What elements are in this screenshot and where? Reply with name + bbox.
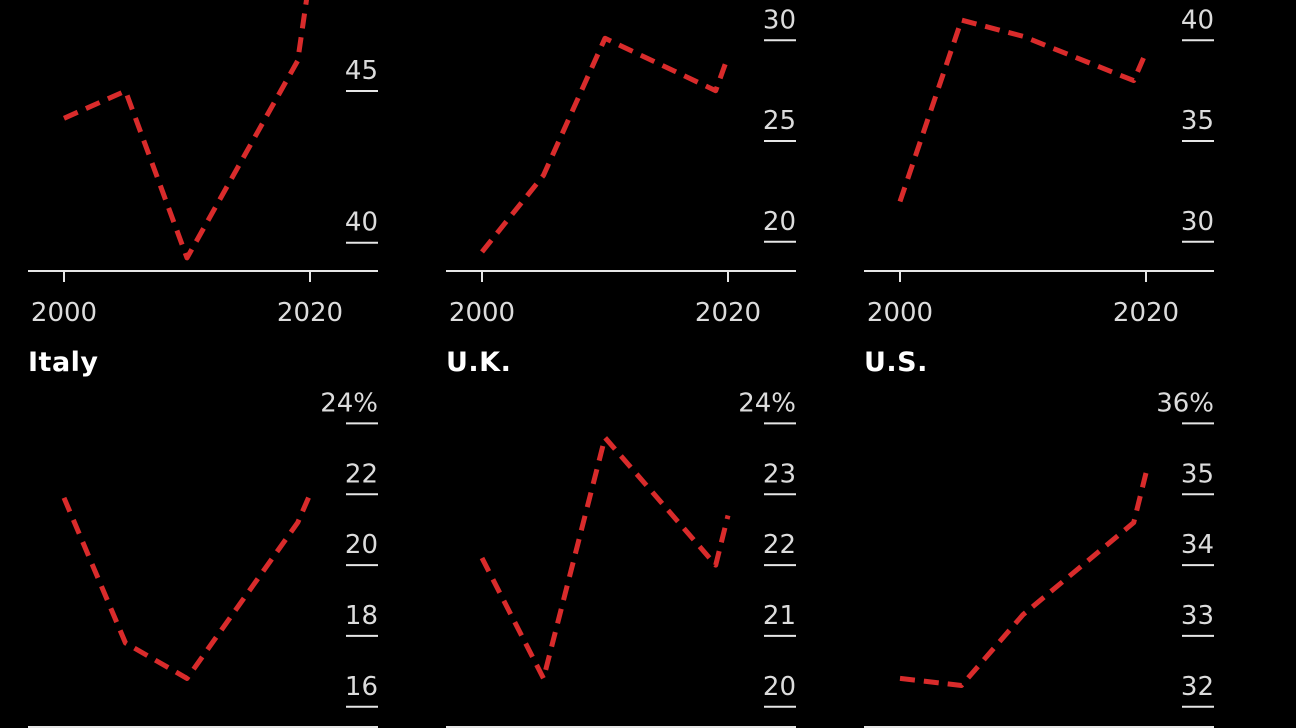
x-tick-label: 2020 — [695, 298, 761, 328]
y-tick-label: 30 — [1181, 207, 1214, 237]
y-tick-label: 24% — [320, 388, 378, 418]
y-tick-label: 20 — [345, 530, 378, 560]
y-tick-label: 18 — [345, 601, 378, 631]
y-tick-label: 33 — [1181, 601, 1214, 631]
y-tick-label: 16 — [345, 672, 378, 702]
y-tick-label: 23 — [763, 459, 796, 489]
y-tick-label: 34 — [1181, 530, 1214, 560]
series-line — [61, 493, 313, 681]
y-tick-label: 30 — [763, 5, 796, 35]
series-line — [897, 17, 1149, 203]
series-line — [899, 472, 1149, 688]
y-tick-label: 22 — [345, 459, 378, 489]
y-tick-label: 20 — [763, 672, 796, 702]
y-tick-label: 20 — [763, 207, 796, 237]
panel-title-us: U.S. — [864, 347, 928, 378]
y-tick-label: 22 — [763, 530, 796, 560]
x-tick-label: 2000 — [867, 298, 933, 328]
y-tick-label: 25 — [763, 106, 796, 136]
panel-title-italy: Italy — [28, 347, 99, 378]
y-tick-label: 21 — [763, 601, 796, 631]
chart-panel-6: 32 33 34 35 36% — [864, 388, 1214, 728]
chart-panel-4: 16 18 20 22 24% — [28, 388, 378, 728]
x-tick-label: 2020 — [277, 298, 343, 328]
chart-panel-1: 40 45 2000 2020 — [28, 0, 378, 328]
series-line — [480, 35, 731, 254]
y-tick-label: 35 — [1181, 106, 1214, 136]
chart-panel-3: 30 35 40 2000 2020 — [864, 5, 1214, 328]
y-tick-label: 24% — [738, 388, 796, 418]
y-tick-label: 40 — [345, 208, 378, 238]
chart-panel-5: 20 21 22 23 24% — [446, 388, 796, 728]
x-tick-label: 2000 — [31, 298, 97, 328]
panel-title-uk: U.K. — [446, 347, 512, 378]
series-line — [479, 435, 731, 681]
y-tick-label: 32 — [1181, 672, 1214, 702]
y-tick-label: 45 — [345, 56, 378, 86]
chart-panel-2: 20 25 30 2000 2020 — [446, 5, 796, 328]
y-tick-label: 36% — [1156, 388, 1214, 418]
y-tick-label: 40 — [1181, 5, 1214, 35]
series-line — [62, 0, 310, 261]
y-tick-label: 35 — [1181, 459, 1214, 489]
x-tick-label: 2020 — [1113, 298, 1179, 328]
x-tick-label: 2000 — [449, 298, 515, 328]
